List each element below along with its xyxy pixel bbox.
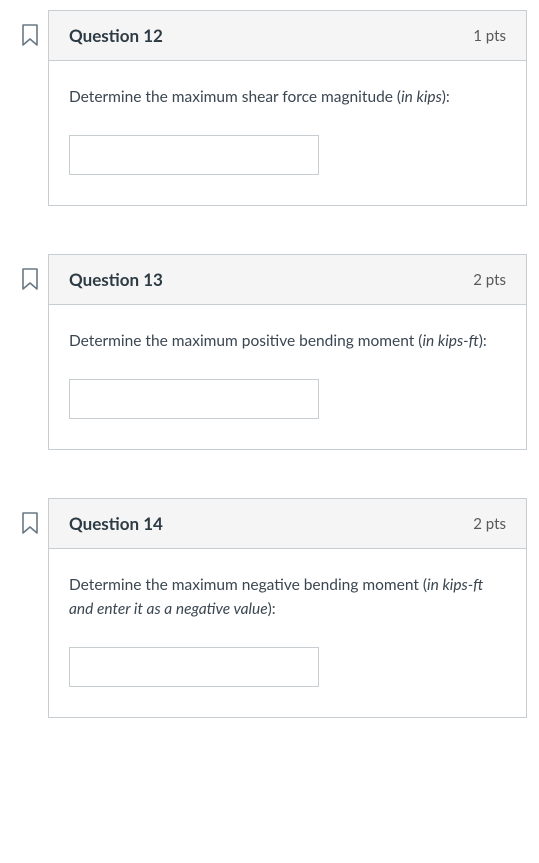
question-title: Question 13: [69, 269, 163, 290]
question-prompt: Determine the maximum shear force magnit…: [69, 85, 506, 109]
bookmark-icon[interactable]: [21, 268, 39, 290]
question-card: Question 13 2 pts Determine the maximum …: [48, 254, 527, 450]
bookmark-column: [12, 254, 48, 290]
question-prompt: Determine the maximum negative bending m…: [69, 573, 506, 621]
prompt-text-ital: in kips: [401, 88, 442, 106]
question-points: 1 pts: [473, 27, 506, 45]
prompt-text-ital: in kips-ft: [427, 576, 483, 594]
question-body: Determine the maximum negative bending m…: [49, 549, 526, 717]
answer-input[interactable]: [69, 135, 319, 175]
prompt-text-pre: Determine the maximum shear force magnit…: [69, 88, 401, 106]
answer-input[interactable]: [69, 647, 319, 687]
question-title: Question 14: [69, 513, 163, 534]
question-card: Question 14 2 pts Determine the maximum …: [48, 498, 527, 718]
question-header: Question 13 2 pts: [49, 255, 526, 305]
question-block: Question 14 2 pts Determine the maximum …: [12, 498, 527, 718]
question-body: Determine the maximum shear force magnit…: [49, 61, 526, 205]
question-points: 2 pts: [473, 515, 506, 533]
bookmark-column: [12, 498, 48, 534]
bookmark-icon[interactable]: [21, 24, 39, 46]
prompt-text-post: ):: [268, 600, 276, 618]
answer-input[interactable]: [69, 379, 319, 419]
bookmark-icon[interactable]: [21, 512, 39, 534]
prompt-text-post: ):: [442, 88, 450, 106]
question-block: Question 13 2 pts Determine the maximum …: [12, 254, 527, 450]
question-points: 2 pts: [473, 271, 506, 289]
question-header: Question 14 2 pts: [49, 499, 526, 549]
prompt-text-post-ital: and enter it as a negative value: [69, 600, 268, 618]
question-card: Question 12 1 pts Determine the maximum …: [48, 10, 527, 206]
question-block: Question 12 1 pts Determine the maximum …: [12, 10, 527, 206]
question-body: Determine the maximum positive bending m…: [49, 305, 526, 449]
prompt-text-post: ):: [479, 332, 487, 350]
question-title: Question 12: [69, 25, 163, 46]
question-prompt: Determine the maximum positive bending m…: [69, 329, 506, 353]
prompt-text-ital: in kips-ft: [422, 332, 478, 350]
prompt-text-pre: Determine the maximum positive bending m…: [69, 332, 422, 350]
bookmark-column: [12, 10, 48, 46]
question-header: Question 12 1 pts: [49, 11, 526, 61]
prompt-text-pre: Determine the maximum negative bending m…: [69, 576, 427, 594]
